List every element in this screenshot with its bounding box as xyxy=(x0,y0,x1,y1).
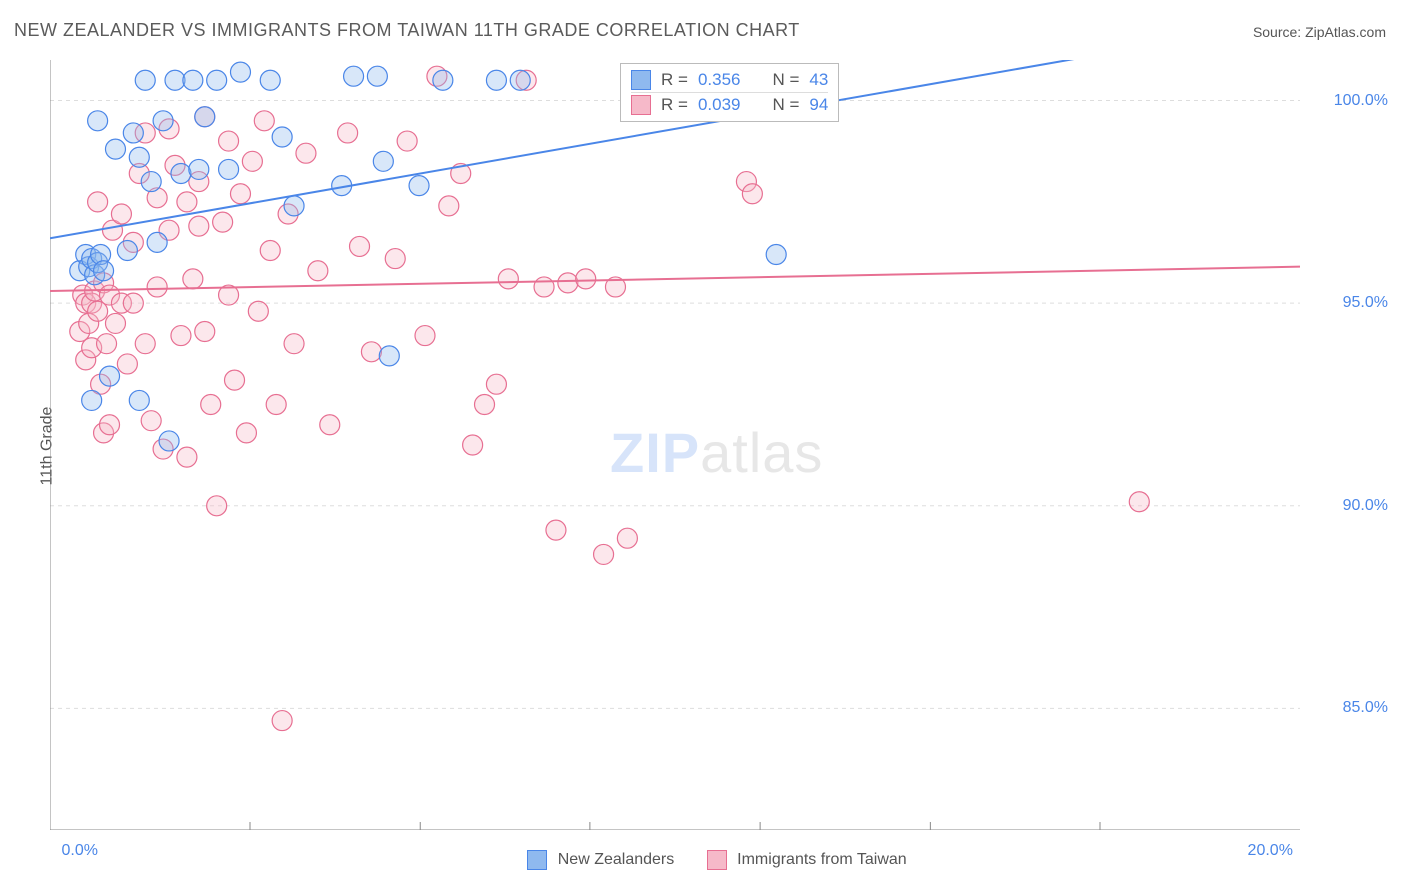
legend-swatch xyxy=(631,95,651,115)
source-label: Source: ZipAtlas.com xyxy=(1253,24,1386,40)
n-value: 43 xyxy=(809,70,828,90)
y-tick-label: 90.0% xyxy=(1343,497,1388,515)
chart-container: NEW ZEALANDER VS IMMIGRANTS FROM TAIWAN … xyxy=(0,0,1406,892)
r-label: R = xyxy=(661,95,688,115)
stat-legend-row: R = 0.039 N = 94 xyxy=(631,92,828,117)
legend-swatch xyxy=(631,70,651,90)
bottom-legend: New Zealanders Immigrants from Taiwan xyxy=(0,850,1406,870)
plot-svg xyxy=(50,60,1300,830)
legend-label-nz: New Zealanders xyxy=(558,851,675,868)
r-value: 0.356 xyxy=(698,70,741,90)
y-tick-label: 95.0% xyxy=(1343,294,1388,312)
stat-legend: R = 0.356 N = 43 R = 0.039 N = 94 xyxy=(620,63,839,122)
legend-swatch-nz xyxy=(527,850,547,870)
r-label: R = xyxy=(661,70,688,90)
n-value: 94 xyxy=(809,95,828,115)
legend-swatch-tw xyxy=(707,850,727,870)
chart-title: NEW ZEALANDER VS IMMIGRANTS FROM TAIWAN … xyxy=(14,20,800,41)
legend-label-tw: Immigrants from Taiwan xyxy=(737,851,907,868)
n-label: N = xyxy=(772,70,799,90)
y-tick-label: 85.0% xyxy=(1343,699,1388,717)
stat-legend-row: R = 0.356 N = 43 xyxy=(631,68,828,92)
source-name: ZipAtlas.com xyxy=(1305,24,1386,40)
source-prefix: Source: xyxy=(1253,24,1305,40)
plot-area xyxy=(50,60,1300,830)
n-label: N = xyxy=(772,95,799,115)
r-value: 0.039 xyxy=(698,95,741,115)
y-tick-label: 100.0% xyxy=(1334,92,1388,110)
